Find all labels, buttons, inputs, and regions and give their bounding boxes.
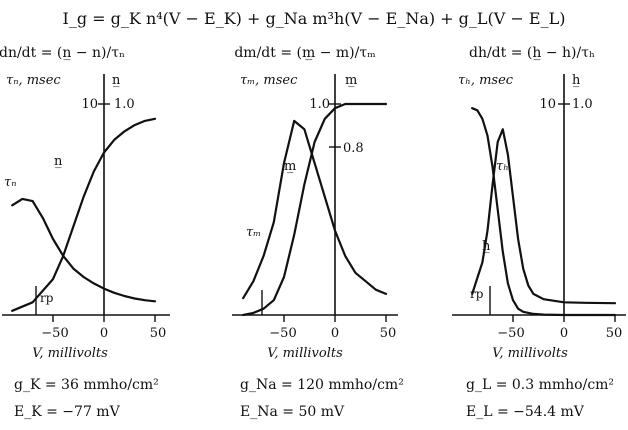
- right-tick-label-m-0: 1.0: [309, 97, 330, 112]
- curve-label-tau-h: τₕ: [496, 159, 509, 174]
- left-axis-label-n: τₙ, msec: [6, 73, 61, 88]
- param1-m: g_Na = 120 mmho/cm²: [240, 377, 404, 393]
- param2-h: E_L = −54.4 mV: [466, 404, 585, 420]
- xtick-label-m-1: 0: [331, 326, 339, 341]
- xtick-label-n-0: −50: [41, 326, 68, 341]
- xtick-label-m-2: 50: [380, 326, 397, 341]
- left-tick-label-n: 10: [81, 97, 98, 112]
- time-constant-curve-m: [243, 121, 386, 298]
- param1-h: g_L = 0.3 mmho/cm²: [466, 377, 614, 393]
- left-axis-label-h: τₕ, msec: [458, 73, 514, 88]
- right-tick-label-m-1: 0.8: [343, 141, 364, 156]
- rate-equation-m: dm/dt = (m̲ − m)/τₘ: [234, 45, 376, 61]
- left-axis-label-m: τₘ, msec: [240, 73, 298, 88]
- curve-label-tau-m: τₘ: [246, 225, 261, 240]
- time-constant-curve-n: [12, 199, 155, 301]
- xtick-label-h-0: −50: [497, 326, 524, 341]
- xtick-label-n-1: 0: [100, 326, 108, 341]
- panel-m: dm/dt = (m̲ − m)/τₘ τₘ, msec m̲ 1.0 0.8 …: [232, 45, 404, 420]
- xtick-label-n-2: 50: [150, 326, 167, 341]
- xtick-label-h-2: 50: [606, 326, 623, 341]
- curve-label-n: n̲: [54, 154, 63, 169]
- param2-m: E_Na = 50 mV: [240, 404, 345, 420]
- right-tick-label-n-0: 1.0: [114, 97, 135, 112]
- param1-n: g_K = 36 mmho/cm²: [14, 377, 159, 393]
- panel-n: dn/dt = (n̲ − n)/τₙ τₙ, msec n̲ 10 1.0 −…: [0, 45, 170, 420]
- rate-equation-n: dn/dt = (n̲ − n)/τₙ: [0, 45, 125, 61]
- right-tick-label-h-0: 1.0: [572, 97, 593, 112]
- xtick-label-h-1: 0: [560, 326, 568, 341]
- time-constant-curve-h: [472, 129, 615, 303]
- param2-n: E_K = −77 mV: [14, 404, 121, 420]
- steady-state-curve-m: [243, 104, 386, 315]
- curve-label-m: m̲: [284, 159, 296, 174]
- curve-label-h: h̲: [482, 239, 491, 254]
- right-axis-label-n: n̲: [112, 73, 121, 88]
- x-axis-label-h: V, millivolts: [492, 346, 568, 361]
- rate-equation-h: dh/dt = (h̲ − h)/τₕ: [469, 45, 595, 61]
- right-axis-label-h: h̲: [572, 73, 581, 88]
- left-tick-label-h: 10: [539, 97, 556, 112]
- curve-label-tau-n: τₙ: [4, 175, 16, 190]
- right-axis-label-m: m̲: [345, 73, 357, 88]
- x-axis-label-n: V, millivolts: [32, 346, 108, 361]
- steady-state-curve-h: [472, 108, 615, 315]
- x-axis-label-m: V, millivolts: [267, 346, 343, 361]
- panel-h: dh/dt = (h̲ − h)/τₕ τₕ, msec h̲ 10 1.0 −…: [452, 45, 626, 420]
- equation-title: I_g = g_K n⁴(V − E_K) + g_Na m³h(V − E_N…: [63, 9, 566, 28]
- xtick-label-m-0: −50: [269, 326, 296, 341]
- steady-state-curve-n: [12, 119, 155, 311]
